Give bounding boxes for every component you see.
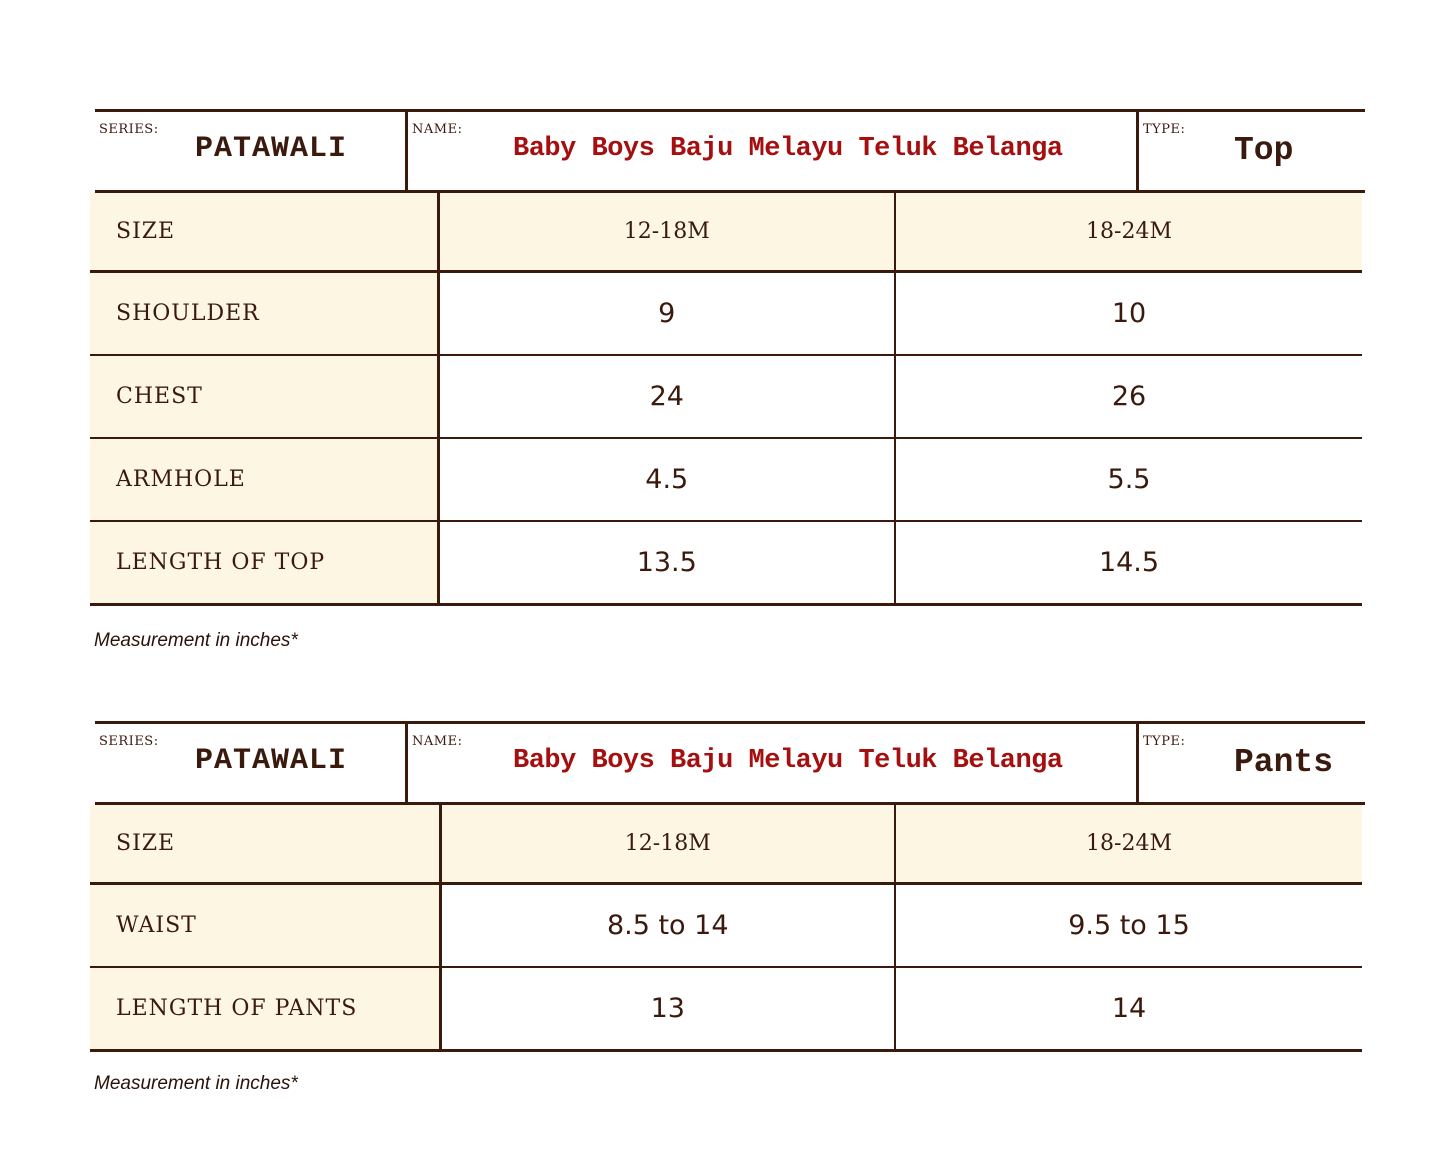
size-column: 12-18M: [440, 805, 896, 885]
product-name: Baby Boys Baju Melayu Teluk Belanga: [513, 746, 1063, 776]
cell-value: 13.5: [438, 521, 896, 606]
pants-size-chart: SERIES: PATAWALI NAME: Baby Boys Baju Me…: [90, 721, 1365, 1052]
cell-value: 14.5: [895, 521, 1362, 606]
measurement-table: SIZE 12-18M 18-24M SHOULDER 9 10 CHEST 2…: [90, 193, 1362, 606]
size-column: 18-24M: [895, 193, 1362, 273]
cell-value: 8.5 to 14: [440, 883, 896, 968]
measurement-note: Measurement in inches*: [94, 630, 298, 651]
chart-header: SERIES: PATAWALI NAME: Baby Boys Baju Me…: [95, 109, 1365, 193]
type-label: TYPE:: [1143, 122, 1186, 137]
top-size-chart: SERIES: PATAWALI NAME: Baby Boys Baju Me…: [90, 109, 1365, 606]
cell-value: 9: [438, 271, 896, 356]
row-label: LENGTH OF PANTS: [90, 967, 442, 1052]
name-label: NAME:: [412, 122, 463, 137]
type-value: Pants: [1234, 744, 1334, 781]
name-cell: NAME: Baby Boys Baju Melayu Teluk Belang…: [408, 112, 1139, 190]
size-column: 18-24M: [895, 805, 1362, 885]
cell-value: 9.5 to 15: [895, 883, 1362, 968]
cell-value: 4.5: [438, 438, 896, 522]
series-label: SERIES:: [99, 734, 159, 749]
table-row: LENGTH OF TOP 13.5 14.5: [90, 521, 1362, 606]
series-cell: SERIES: PATAWALI: [95, 724, 408, 802]
series-value: PATAWALI: [195, 132, 348, 166]
measurement-note: Measurement in inches*: [94, 1073, 298, 1094]
size-column: 12-18M: [438, 193, 896, 273]
row-label: SIZE: [90, 805, 442, 885]
cell-value: 5.5: [895, 438, 1362, 522]
cell-value: 26: [895, 355, 1362, 439]
series-cell: SERIES: PATAWALI: [95, 112, 408, 190]
row-label: CHEST: [90, 355, 440, 439]
series-value: PATAWALI: [195, 744, 348, 778]
type-cell: TYPE: Top: [1139, 112, 1365, 190]
series-label: SERIES:: [99, 122, 159, 137]
table-row: WAIST 8.5 to 14 9.5 to 15: [90, 883, 1362, 968]
type-cell: TYPE: Pants: [1139, 724, 1365, 802]
cell-value: 13: [440, 967, 896, 1052]
size-row: SIZE 12-18M 18-24M: [90, 805, 1362, 885]
table-row: SHOULDER 9 10: [90, 271, 1362, 356]
product-name: Baby Boys Baju Melayu Teluk Belanga: [513, 134, 1063, 164]
row-label: ARMHOLE: [90, 438, 440, 522]
cell-value: 24: [438, 355, 896, 439]
size-row: SIZE 12-18M 18-24M: [90, 193, 1362, 273]
table-row: CHEST 24 26: [90, 355, 1362, 439]
name-label: NAME:: [412, 734, 463, 749]
row-label: WAIST: [90, 883, 442, 968]
table-row: ARMHOLE 4.5 5.5: [90, 438, 1362, 522]
chart-header: SERIES: PATAWALI NAME: Baby Boys Baju Me…: [95, 721, 1365, 805]
table-row: LENGTH OF PANTS 13 14: [90, 967, 1362, 1052]
row-label: LENGTH OF TOP: [90, 521, 440, 606]
cell-value: 10: [895, 271, 1362, 356]
type-value: Top: [1234, 132, 1294, 169]
measurement-table: SIZE 12-18M 18-24M WAIST 8.5 to 14 9.5 t…: [90, 805, 1362, 1052]
row-label: SIZE: [90, 193, 440, 273]
name-cell: NAME: Baby Boys Baju Melayu Teluk Belang…: [408, 724, 1139, 802]
row-label: SHOULDER: [90, 271, 440, 356]
cell-value: 14: [895, 967, 1362, 1052]
type-label: TYPE:: [1143, 734, 1186, 749]
